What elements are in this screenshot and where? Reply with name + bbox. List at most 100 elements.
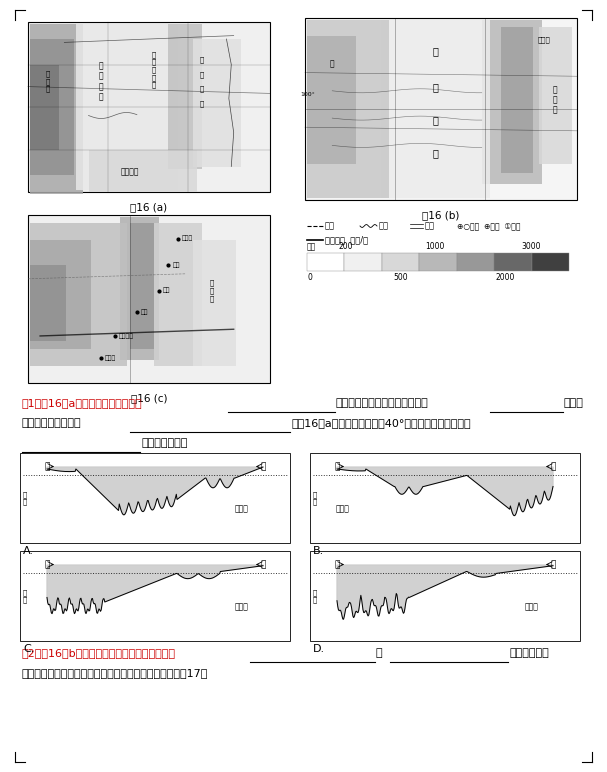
Text: 低。该平原为: 低。该平原为 (509, 648, 549, 658)
Text: 大西洋: 大西洋 (524, 602, 538, 611)
Bar (28, 215, 270, 383)
Bar (307, 20, 388, 198)
Bar (310, 551, 580, 641)
Text: 中: 中 (433, 46, 438, 56)
Text: 100°: 100° (300, 92, 316, 97)
Polygon shape (47, 565, 263, 614)
Text: 注地: 注地 (307, 242, 316, 251)
Text: 图16 (c): 图16 (c) (131, 393, 168, 403)
Text: 海
拔: 海 拔 (313, 491, 317, 505)
Text: 河湖: 河湖 (379, 222, 389, 231)
Bar (419, 253, 456, 271)
Text: （2）图16（b）中，中部平原的总体地势特征为: （2）图16（b）中，中部平原的总体地势特征为 (22, 648, 176, 658)
Text: 高: 高 (376, 648, 382, 658)
Text: 0: 0 (307, 273, 312, 282)
Bar (456, 253, 494, 271)
Text: （单项选择）。: （单项选择）。 (141, 438, 188, 448)
Text: 落
基
山: 落 基 山 (46, 70, 50, 93)
Polygon shape (337, 565, 553, 619)
Bar (20, 453, 290, 543)
Bar (381, 20, 490, 198)
Text: B.: B. (313, 546, 324, 556)
Text: 500: 500 (393, 273, 408, 282)
Text: 纽约: 纽约 (172, 262, 180, 268)
Text: 大西洋: 大西洋 (234, 504, 248, 513)
Text: 海
拔: 海 拔 (23, 589, 27, 603)
Text: 波士顿: 波士顿 (182, 235, 193, 242)
Text: 西: 西 (334, 560, 340, 569)
Text: 墨西哥湾: 墨西哥湾 (120, 167, 139, 176)
Text: 3000: 3000 (522, 242, 541, 251)
Bar (30, 240, 90, 350)
Text: 密: 密 (330, 59, 334, 68)
Bar (501, 27, 534, 173)
Text: 部: 部 (433, 82, 438, 92)
Bar (130, 223, 154, 350)
Text: ⊕○城市  ⊕机场  ①港口: ⊕○城市 ⊕机场 ①港口 (457, 222, 520, 231)
Text: 山脉；: 山脉； (564, 398, 584, 408)
Text: 华盛顿: 华盛顿 (104, 355, 116, 361)
Text: 大西洋: 大西洋 (336, 504, 350, 513)
Bar (30, 223, 127, 366)
Bar (30, 65, 59, 150)
Bar (482, 20, 541, 184)
Text: 运河: 运河 (425, 222, 435, 231)
Text: 2000: 2000 (496, 273, 515, 282)
Bar (30, 24, 83, 194)
Bar (192, 240, 236, 366)
Polygon shape (47, 467, 263, 515)
Text: 地势的大总体特征是: 地势的大总体特征是 (22, 418, 81, 428)
Text: 巴
拉
阿
山
脉: 巴 拉 阿 山 脉 (152, 51, 156, 88)
Text: 西

大

西

洋: 西 大 西 洋 (200, 56, 205, 107)
Bar (120, 217, 158, 360)
Text: 西: 西 (44, 462, 50, 471)
Bar (192, 39, 241, 167)
Bar (307, 36, 356, 164)
Text: 原: 原 (433, 147, 438, 157)
Bar (154, 223, 202, 366)
Text: D.: D. (313, 644, 325, 654)
Bar (532, 253, 569, 271)
Bar (28, 22, 270, 192)
Text: 华盛顿: 华盛顿 (538, 36, 551, 43)
Text: C.: C. (23, 644, 35, 654)
Text: 西: 西 (44, 560, 50, 569)
Text: 西: 西 (334, 462, 340, 471)
Text: 。图16（a）所示区域沿北纬40°线的地形剖面示意图是: 。图16（a）所示区域沿北纬40°线的地形剖面示意图是 (291, 418, 470, 428)
Polygon shape (337, 467, 553, 516)
Bar (30, 39, 73, 175)
Text: 国界: 国界 (325, 222, 335, 231)
Bar (310, 453, 580, 543)
Text: A.: A. (23, 546, 34, 556)
Bar (20, 551, 290, 641)
Bar (382, 253, 419, 271)
Text: 东: 东 (551, 560, 555, 569)
Text: 高速公路  陆高/米: 高速公路 陆高/米 (325, 235, 368, 245)
Text: 平: 平 (433, 115, 438, 125)
Text: 海
拔: 海 拔 (313, 589, 317, 603)
Bar (307, 253, 344, 271)
Text: 图16 (b): 图16 (b) (422, 210, 459, 220)
Bar (344, 253, 382, 271)
Text: 图16 (a): 图16 (a) (131, 202, 168, 212)
Bar (76, 24, 178, 190)
Text: 费城: 费城 (141, 310, 148, 315)
Text: 海
拔: 海 拔 (23, 491, 27, 505)
Text: 山脉，中部为中部平原，西部为: 山脉，中部为中部平原，西部为 (336, 398, 429, 408)
Text: 重要的农业区，分析当地农业生产的自然条件，完成框图17。: 重要的农业区，分析当地农业生产的自然条件，完成框图17。 (22, 668, 208, 678)
Text: 东: 东 (551, 462, 555, 471)
Text: 大西洋: 大西洋 (234, 602, 248, 611)
Text: 大
西
洋: 大 西 洋 (210, 279, 214, 302)
Bar (305, 18, 577, 200)
Text: 大
西
洋: 大 西 洋 (553, 85, 558, 115)
Text: 东: 东 (260, 462, 266, 471)
Text: （1）图16（a）所示区域的东北部为: （1）图16（a）所示区域的东北部为 (22, 398, 143, 408)
Bar (539, 27, 572, 164)
Bar (494, 253, 532, 271)
Bar (168, 24, 202, 168)
Text: 1000: 1000 (425, 242, 444, 251)
Bar (89, 150, 197, 192)
Text: 东: 东 (260, 560, 266, 569)
Text: 费城: 费城 (163, 288, 170, 293)
Text: 200: 200 (339, 242, 353, 251)
